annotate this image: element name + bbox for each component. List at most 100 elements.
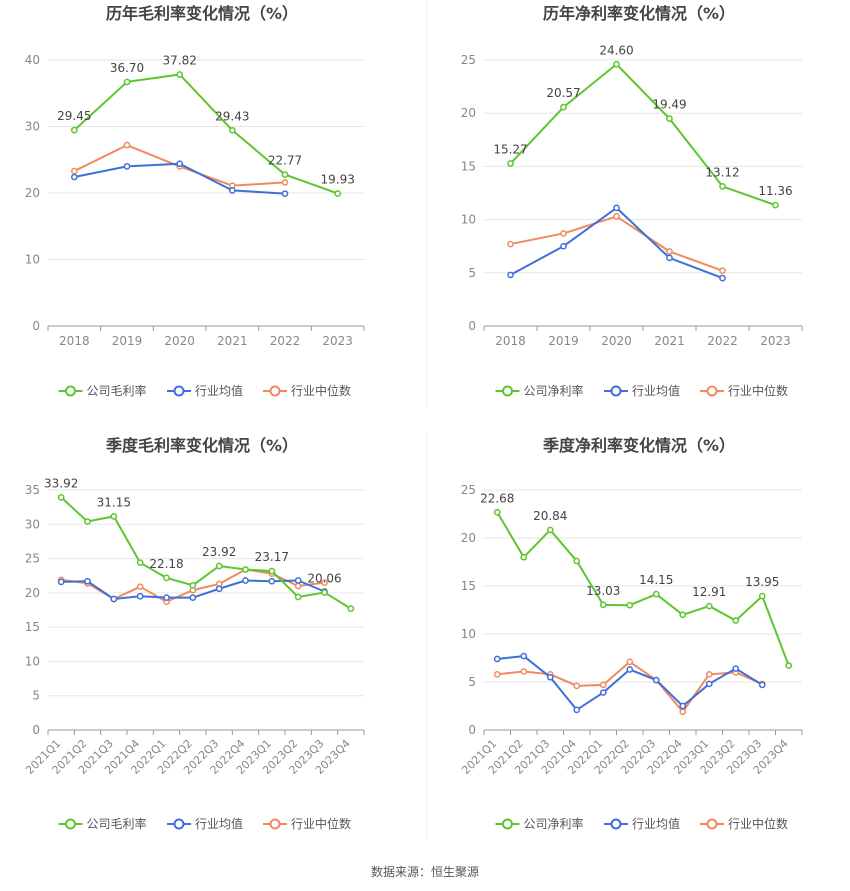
data-label: 13.95 — [745, 575, 779, 589]
data-point — [215, 562, 223, 570]
data-point — [560, 242, 567, 250]
data-point — [520, 553, 528, 561]
x-tick-label: 2023 — [322, 334, 353, 348]
data-point — [573, 682, 581, 690]
data-point — [599, 689, 607, 696]
data-point — [520, 668, 528, 675]
y-tick-label: 10 — [25, 654, 40, 668]
data-point — [719, 183, 726, 190]
x-tick-label: 2019 — [548, 334, 579, 348]
legend-marker — [502, 818, 513, 830]
legend-item[interactable]: 行业中位数 — [263, 816, 351, 831]
legend-marker — [269, 818, 281, 830]
data-point — [84, 577, 91, 585]
legend-label: 行业均值 — [195, 816, 243, 831]
x-tick-label: 2022 — [270, 334, 301, 348]
y-tick-label: 30 — [25, 517, 40, 531]
series-line — [509, 63, 776, 207]
x-tick-label: 2023 — [760, 334, 791, 348]
legend-item[interactable]: 行业均值 — [604, 383, 680, 398]
legend-item[interactable]: 行业中位数 — [700, 383, 788, 398]
legend-item[interactable]: 公司净利率 — [495, 383, 584, 398]
data-label: 31.15 — [97, 495, 131, 509]
chart-title: 历年毛利率变化情况（%） — [106, 4, 298, 23]
data-point — [215, 585, 223, 593]
x-tick-label: 2022 — [707, 334, 738, 348]
legend-label: 行业中位数 — [291, 816, 351, 831]
data-point — [242, 566, 249, 573]
legend-item[interactable]: 行业均值 — [604, 816, 680, 831]
chart-panel: 季度毛利率变化情况（%）051015202530352021Q12021Q220… — [23, 436, 365, 831]
y-tick-label: 0 — [468, 723, 476, 737]
data-point — [666, 248, 673, 255]
data-point — [732, 665, 740, 672]
data-point — [189, 594, 197, 602]
chart-title: 季度净利率变化情况（%） — [542, 436, 735, 455]
data-label: 36.70 — [110, 61, 144, 75]
data-point — [626, 658, 634, 666]
data-point — [599, 681, 607, 689]
data-label: 23.92 — [202, 545, 236, 559]
data-label: 13.12 — [705, 165, 739, 179]
data-point — [84, 518, 91, 525]
data-point — [281, 190, 289, 198]
data-point — [123, 141, 131, 149]
data-point — [560, 230, 567, 237]
data-point — [705, 680, 713, 688]
legend-marker — [269, 385, 281, 397]
data-label: 15.27 — [493, 143, 527, 157]
data-label: 20.57 — [546, 86, 580, 100]
data-point — [242, 577, 249, 584]
legend-marker — [65, 385, 76, 397]
data-point — [321, 589, 328, 596]
y-tick-label: 5 — [468, 266, 476, 280]
y-tick-label: 10 — [461, 213, 476, 227]
data-point — [70, 167, 78, 175]
legend-item[interactable]: 行业均值 — [167, 816, 243, 831]
y-tick-label: 25 — [461, 483, 476, 497]
data-point — [176, 71, 184, 78]
y-tick-label: 0 — [32, 723, 40, 737]
data-point — [228, 186, 236, 194]
legend-item[interactable]: 公司净利率 — [495, 816, 584, 831]
data-label: 22.18 — [149, 557, 183, 571]
data-point — [705, 670, 713, 678]
data-label: 11.36 — [758, 184, 792, 198]
data-label: 20.84 — [533, 509, 567, 523]
data-point — [719, 267, 726, 275]
y-tick-label: 15 — [461, 159, 476, 173]
y-tick-label: 5 — [468, 675, 476, 689]
data-point — [626, 666, 634, 673]
y-tick-label: 15 — [25, 620, 40, 634]
data-label: 29.43 — [215, 109, 249, 123]
legend-marker — [706, 385, 718, 397]
source-note: 数据来源：恒生聚源 — [371, 864, 479, 879]
data-label: 19.49 — [652, 98, 686, 112]
data-point — [294, 582, 302, 590]
data-point — [123, 78, 131, 86]
legend-item[interactable]: 行业中位数 — [700, 816, 788, 831]
legend-label: 行业均值 — [632, 816, 680, 831]
y-tick-label: 0 — [468, 319, 476, 333]
data-point — [546, 526, 554, 534]
data-point — [719, 274, 726, 282]
y-tick-label: 35 — [25, 483, 40, 497]
data-label: 22.68 — [480, 491, 514, 505]
legend-marker — [173, 385, 185, 397]
data-point — [599, 601, 607, 609]
legend-item[interactable]: 行业中位数 — [263, 383, 351, 398]
data-point — [507, 160, 514, 167]
data-label: 14.15 — [639, 573, 673, 587]
y-tick-label: 30 — [25, 120, 40, 134]
data-point — [268, 567, 276, 575]
x-tick-label: 2018 — [59, 334, 90, 348]
chart-panel: 历年净利率变化情况（%） 0 5 10 15 20 25 2018 2019 2020 2021 20… — [461, 4, 803, 398]
y-tick-label: 20 — [25, 186, 40, 200]
y-tick-label: 40 — [25, 53, 40, 67]
legend-item[interactable]: 公司毛利率 — [58, 816, 147, 831]
legend-label: 公司净利率 — [524, 816, 584, 831]
legend-item[interactable]: 行业均值 — [167, 383, 243, 398]
legend-label: 行业均值 — [195, 383, 243, 398]
legend-item[interactable]: 公司毛利率 — [58, 383, 147, 398]
data-label: 23.17 — [255, 550, 289, 564]
